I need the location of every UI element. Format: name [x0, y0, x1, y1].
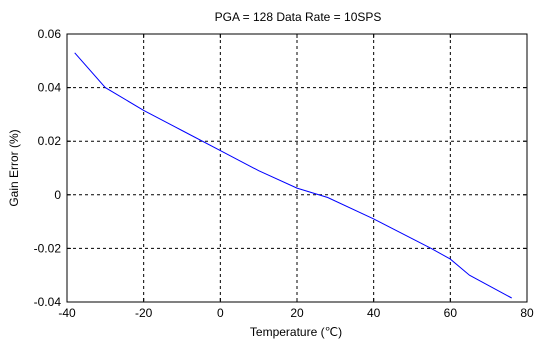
x-tick-label: 0 [217, 306, 224, 320]
x-axis-label: Temperature (℃) [250, 325, 342, 339]
x-axis-ticks: -40 -20 0 20 40 60 80 [58, 34, 534, 320]
chart-title: PGA = 128 Data Rate = 10SPS [215, 10, 382, 24]
x-tick-label: 80 [520, 306, 534, 320]
x-tick-label: -40 [58, 306, 76, 320]
y-tick-label: -0.02 [34, 241, 62, 255]
x-tick-label: -20 [135, 306, 153, 320]
y-tick-label: 0 [54, 188, 61, 202]
x-tick-label: 60 [444, 306, 458, 320]
series-line [74, 52, 512, 299]
y-tick-label: 0.02 [38, 134, 62, 148]
y-tick-label: 0.06 [38, 27, 62, 41]
grid-lines [67, 34, 527, 302]
y-axis-ticks: -0.04 -0.02 0 0.02 0.04 0.06 [34, 27, 527, 309]
y-tick-label: 0.04 [38, 81, 62, 95]
y-tick-label: -0.04 [34, 295, 62, 309]
y-axis-label: Gain Error (%) [7, 129, 21, 206]
x-tick-label: 20 [290, 306, 304, 320]
x-tick-label: 40 [367, 306, 381, 320]
series-group [74, 52, 512, 299]
